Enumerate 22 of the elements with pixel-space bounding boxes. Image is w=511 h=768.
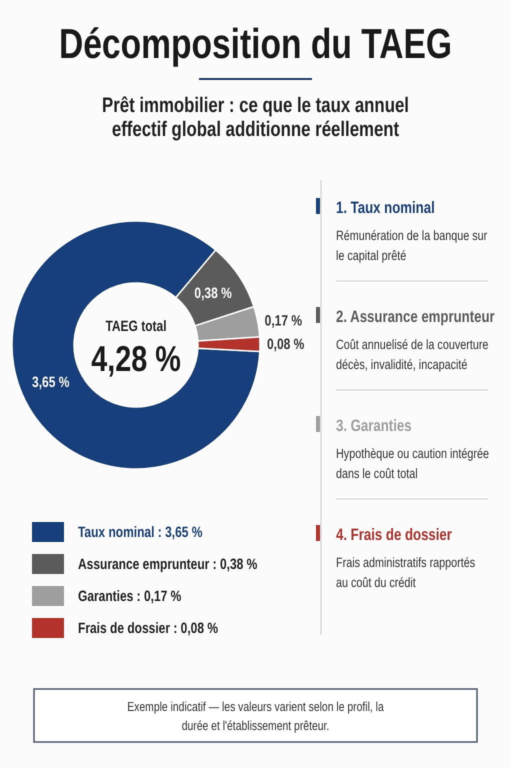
data-label: 3,65 % — [32, 374, 70, 390]
text: Frais administratifs rapportés au coût du crédit — [336, 554, 476, 590]
text: 1. Taux nominal — [336, 198, 435, 218]
donut-slice — [11, 220, 261, 470]
text: Rémunération de la banque sur le capital prêté — [336, 228, 488, 264]
text: 4,28 % — [91, 338, 181, 379]
legend-label: Garanties : 0,17 % — [78, 588, 182, 604]
text: Exemple indicatif — les valeurs varient selon le profil, la durée et l'établissement prêteur. — [127, 700, 384, 734]
data-label: 0,08 % — [266, 336, 304, 352]
text: 4. Frais de dossier — [336, 526, 452, 544]
legend-label: Assurance emprunteur : 0,38 % — [78, 556, 258, 572]
text: Hypothèque ou caution intégrée dans le coût total — [336, 446, 490, 482]
chart-title: Décomposition du TAEG — [58, 22, 452, 68]
chart-subtitle: Prêt immobilier : ce que le taux annuel effectif global additionne réellement — [102, 94, 409, 142]
text: 3. Garanties — [336, 416, 412, 436]
legend-label: Taux nominal : 3,65 % — [78, 524, 202, 540]
text: 2. Assurance emprunteur — [336, 308, 495, 326]
text: TAEG total — [105, 318, 167, 334]
legend-label: Frais de dossier : 0,08 % — [78, 620, 218, 636]
data-label: 0,17 % — [264, 312, 302, 329]
text: Coût annuelisé de la couverture décès, invalidité, incapacité — [336, 336, 489, 372]
data-label: 0,38 % — [194, 284, 232, 302]
